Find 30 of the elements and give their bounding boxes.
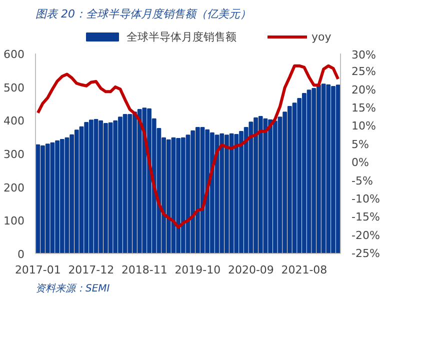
y-tick-label: 500 xyxy=(4,81,25,94)
y2-tick-label: 15% xyxy=(352,102,376,115)
y-tick-label: 300 xyxy=(4,148,25,161)
y-tick-label: 200 xyxy=(4,181,25,194)
y-tick-label: 100 xyxy=(4,214,25,228)
y2-tick-label: 25% xyxy=(352,65,376,78)
x-tick-label: 2020-09 xyxy=(228,264,274,276)
text: 资料来源：SEMI xyxy=(36,282,110,294)
y2-tick-label: 10% xyxy=(352,120,376,133)
y-tick-label: 400 xyxy=(4,114,25,128)
y-tick-label: 600 xyxy=(4,48,25,61)
y2-tick-label: 30% xyxy=(352,48,376,62)
y2-tick-label: -10% xyxy=(352,192,380,206)
x-tick-label: 2017-12 xyxy=(68,264,114,276)
x-tick-label: 2018-11 xyxy=(121,264,168,276)
y2-tick-label: -15% xyxy=(352,210,380,224)
y2-tick-label: -20% xyxy=(352,228,380,242)
x-tick-label: 2017-01 xyxy=(14,264,61,276)
legend-label: 全球半导体月度销售额 xyxy=(126,29,236,44)
x-tick-label: 2021-08 xyxy=(281,264,328,276)
y2-tick-label: 0% xyxy=(352,156,369,170)
line-series xyxy=(36,64,340,229)
y2-tick-label: 5% xyxy=(352,138,369,151)
chart-title: 图表 20：全球半导体月度销售额（亿美元） xyxy=(36,8,251,20)
y2-tick-label: -25% xyxy=(352,247,380,260)
x-tick-label: 2019-10 xyxy=(174,264,221,276)
legend-label: yoy xyxy=(312,30,332,43)
y2-tick-label: -5% xyxy=(352,174,373,188)
y2-tick-label: 20% xyxy=(352,83,376,96)
y-tick-label: 0 xyxy=(18,248,24,261)
